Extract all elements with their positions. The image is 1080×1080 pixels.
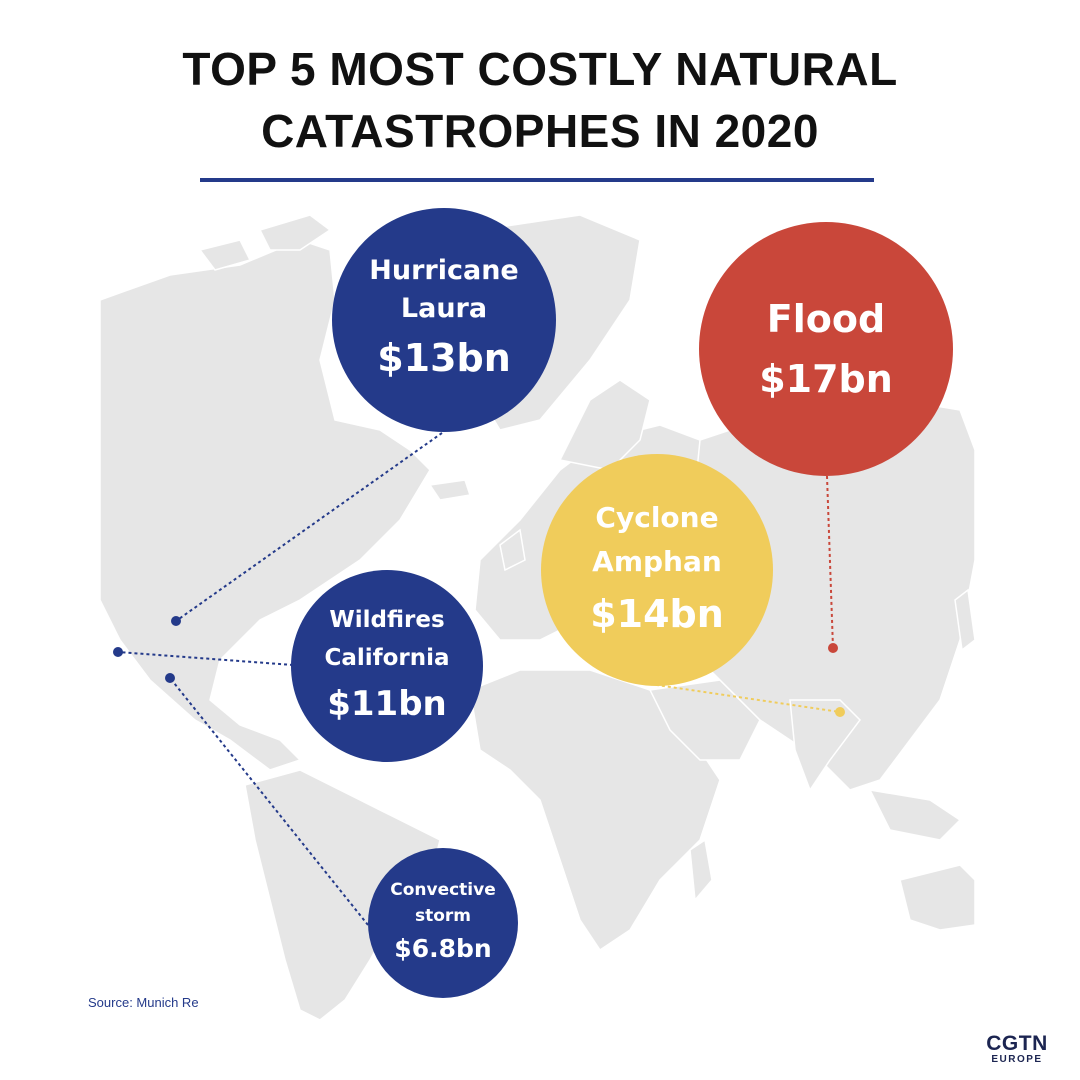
australia-landmass	[899, 864, 976, 931]
bubble-wildfires-california: Wildfires California $11bn	[291, 570, 483, 762]
uk-landmass	[499, 528, 526, 572]
bubble-label: Wildfires	[329, 607, 445, 633]
madagascar-landmass	[689, 838, 713, 902]
bubble-label: California	[324, 645, 450, 671]
iceland-landmass	[428, 479, 471, 501]
arctic-islands-2	[198, 239, 252, 271]
bubble-flood: Flood $17bn	[699, 222, 953, 476]
bubble-label: Cyclone	[595, 501, 719, 534]
connector-cyclone-amphan	[649, 683, 841, 713]
bubble-label: Flood	[766, 297, 886, 341]
india-landmass	[789, 699, 861, 792]
bubble-amount: $14bn	[590, 592, 724, 636]
bubble-amount: $17bn	[759, 357, 893, 401]
arctic-islands	[258, 214, 332, 251]
bubble-hurricane-laura: Hurricane Laura $13bn	[332, 208, 556, 432]
bubble-label: Laura	[400, 293, 488, 324]
bubble-label: Amphan	[592, 545, 722, 578]
title-line-2: CATASTROPHES IN 2020	[261, 105, 819, 157]
bubble-amount: $13bn	[377, 336, 511, 380]
bubble-cyclone-amphan: Cyclone Amphan $14bn	[541, 454, 773, 686]
location-dot-convective-storm	[165, 673, 175, 683]
title-underline	[200, 178, 874, 182]
logo-main: CGTN	[986, 1032, 1048, 1055]
connector-convective-storm	[169, 677, 369, 926]
page-title: TOP 5 MOST COSTLY NATURAL CATASTROPHES I…	[0, 38, 1080, 162]
bubble-amount: $6.8bn	[394, 934, 492, 963]
location-dot-cyclone-amphan	[835, 707, 845, 717]
location-dot-wildfires-california	[113, 647, 123, 657]
north-america-landmass	[99, 239, 431, 771]
connector-flood	[826, 475, 834, 649]
bubble-label: Convective	[390, 880, 496, 900]
bubble-label: storm	[414, 906, 472, 926]
location-dot-flood	[828, 643, 838, 653]
bubble-amount: $11bn	[327, 684, 447, 724]
title-line-1: TOP 5 MOST COSTLY NATURAL	[182, 43, 898, 95]
japan-landmass	[954, 588, 976, 652]
sea-islands	[868, 789, 962, 841]
bubble-label: Hurricane	[369, 255, 519, 286]
south-america-landmass	[244, 769, 441, 1021]
source-note: Source: Munich Re	[88, 995, 199, 1010]
connector-hurricane-laura	[175, 432, 443, 622]
connector-wildfires-california	[117, 651, 294, 666]
bubble-convective-storm: Convective storm $6.8bn	[368, 848, 518, 998]
location-dot-hurricane-laura	[171, 616, 181, 626]
logo-sub: EUROPE	[991, 1054, 1043, 1065]
cgtn-europe-logo: CGTN EUROPE	[982, 1033, 1052, 1066]
